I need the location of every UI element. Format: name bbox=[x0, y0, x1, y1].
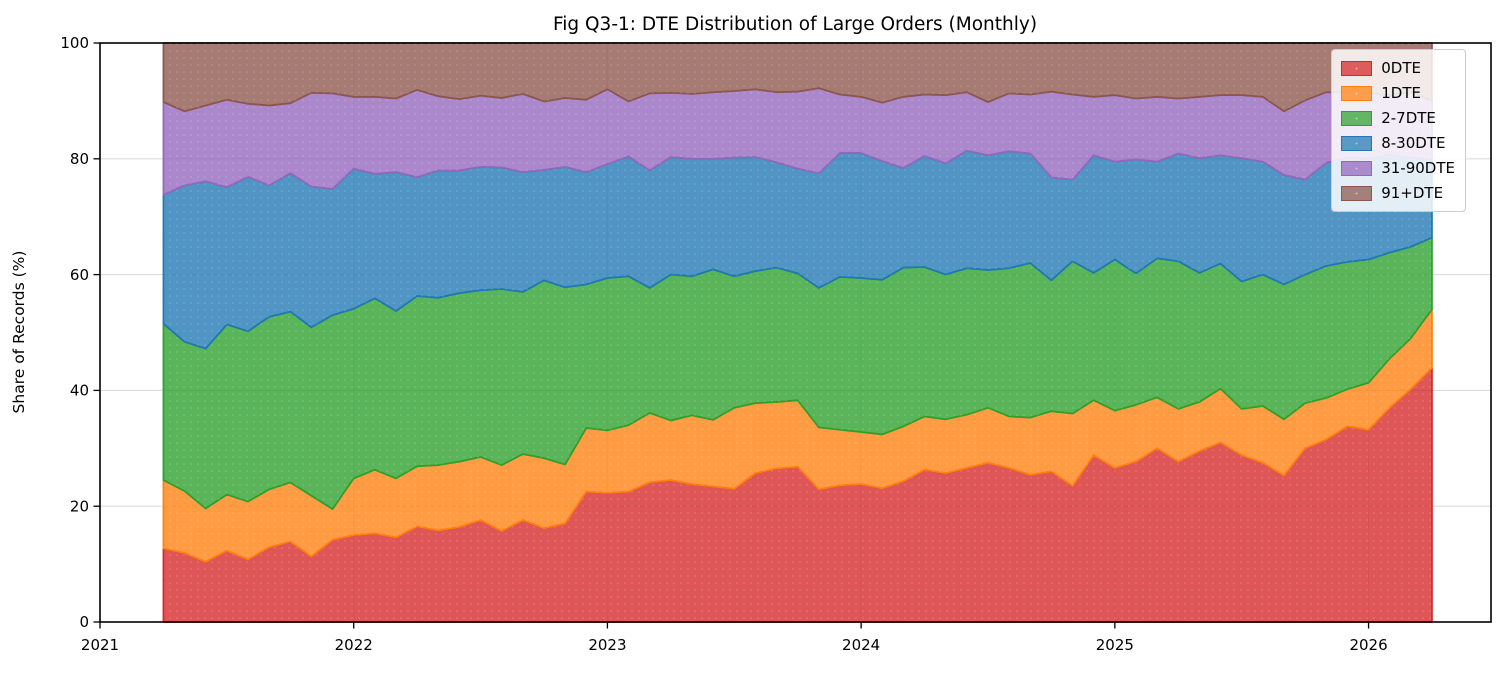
legend-item-0dte: 0DTE bbox=[1341, 57, 1455, 79]
area-hatch-2-7dte bbox=[163, 237, 1432, 510]
x-tick-label: 2021 bbox=[81, 636, 119, 654]
legend-item-label: 31-90DTE bbox=[1381, 158, 1455, 177]
y-tick-label: 100 bbox=[60, 34, 89, 52]
y-tick-label: 20 bbox=[70, 497, 89, 515]
axes: 0 20 40 60 80 100 2021 2022 2023 2024 2025 2026 bbox=[60, 34, 1492, 654]
x-tick-label: 2026 bbox=[1349, 636, 1387, 654]
legend-item-label: 0DTE bbox=[1381, 58, 1421, 77]
chart-title: Fig Q3-1: DTE Distribution of Large Orde… bbox=[553, 14, 1037, 35]
legend-item-1dte: 1DTE bbox=[1341, 82, 1455, 104]
legend-swatch-icon bbox=[1341, 110, 1373, 126]
y-tick-label: 40 bbox=[70, 382, 89, 400]
legend-item-31-90dte: 31-90DTE bbox=[1341, 157, 1455, 179]
area-hatch-8-30dte bbox=[163, 150, 1432, 349]
legend-item-label: 8-30DTE bbox=[1381, 133, 1446, 152]
area-hatch-1dte bbox=[163, 309, 1432, 562]
legend-item-91+dte: 91+DTE bbox=[1341, 182, 1455, 204]
y-axis-label: Share of Records (%) bbox=[10, 251, 28, 414]
legend-item-2-7dte: 2-7DTE bbox=[1341, 107, 1455, 129]
x-tick-label: 2025 bbox=[1096, 636, 1134, 654]
x-tick-label: 2023 bbox=[588, 636, 626, 654]
legend-swatch-icon bbox=[1341, 185, 1373, 201]
legend-item-label: 91+DTE bbox=[1381, 183, 1444, 202]
area-hatch-91+dte bbox=[163, 43, 1432, 112]
chart-legend: 0DTE 1DTE 2-7DTE 8-30DTE 31-90DTE 91+DTE bbox=[1331, 49, 1466, 212]
area-hatch-0dte bbox=[163, 367, 1432, 622]
area-hatch-31-90dte bbox=[163, 88, 1432, 195]
legend-item-label: 2-7DTE bbox=[1381, 108, 1436, 127]
x-tick-label: 2024 bbox=[842, 636, 880, 654]
legend-swatch-icon bbox=[1341, 135, 1373, 151]
x-tick-label: 2022 bbox=[335, 636, 373, 654]
legend-swatch-icon bbox=[1341, 85, 1373, 101]
y-tick-label: 60 bbox=[70, 266, 89, 284]
y-tick-label: 0 bbox=[79, 613, 89, 631]
stacked-areas bbox=[162, 42, 1433, 623]
y-tick-label: 80 bbox=[70, 150, 89, 168]
legend-swatch-icon bbox=[1341, 60, 1373, 76]
legend-swatch-icon bbox=[1341, 160, 1373, 176]
legend-item-label: 1DTE bbox=[1381, 83, 1421, 102]
legend-item-8-30dte: 8-30DTE bbox=[1341, 132, 1455, 154]
plot-border bbox=[99, 42, 1492, 623]
